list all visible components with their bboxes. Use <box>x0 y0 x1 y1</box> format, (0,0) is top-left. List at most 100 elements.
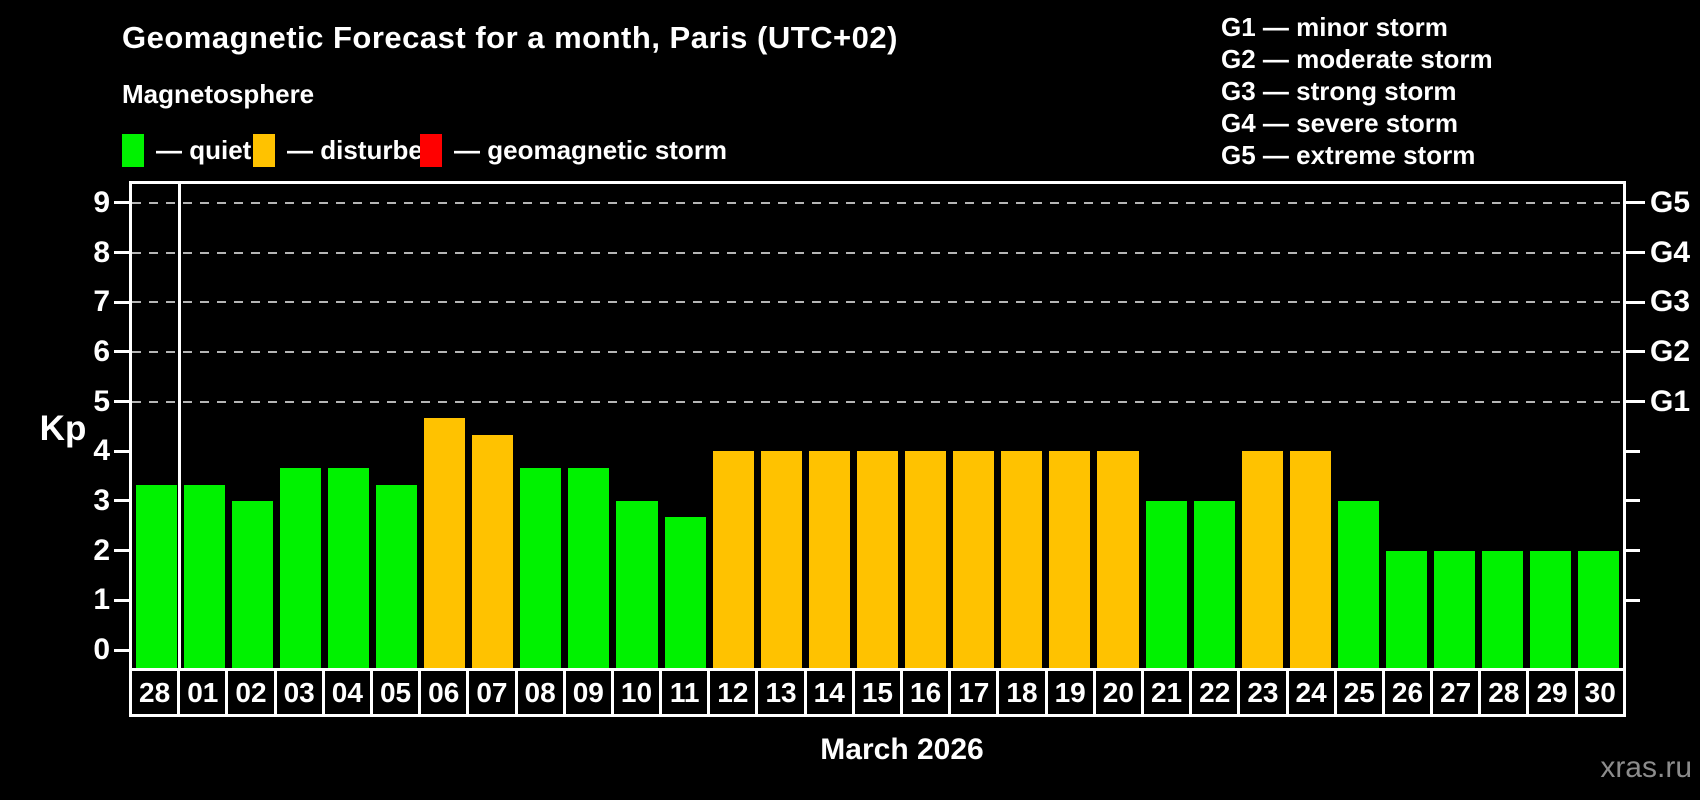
storm-scale-g4: G4 — severe storm <box>1221 108 1459 138</box>
y-tick-left <box>114 449 132 453</box>
kp-bar-day-10 <box>616 500 658 668</box>
kp-bar-day-28 <box>1482 550 1524 668</box>
legend-item-quiet: — quiet <box>122 133 251 167</box>
y-tick-right <box>1626 549 1640 553</box>
day-cell: 19 <box>1048 671 1096 714</box>
kp-bar-day-04 <box>327 467 369 668</box>
y-tick-left <box>114 300 132 304</box>
kp-bar-day-26 <box>1386 550 1428 668</box>
kp-bar-day-06 <box>424 418 466 668</box>
storm-scale-g1: G1 — minor storm <box>1221 12 1448 42</box>
disturbed-swatch-icon <box>253 133 275 167</box>
g-level-label-g5: G5 <box>1650 185 1691 219</box>
y-tick-label: 7 <box>93 285 110 319</box>
day-cell: 09 <box>566 671 614 714</box>
day-cell: 14 <box>807 671 855 714</box>
day-cell: 29 <box>1529 671 1578 714</box>
day-cell: 20 <box>1096 671 1144 714</box>
y-tick-right <box>1626 598 1640 602</box>
page-title: Geomagnetic Forecast for a month, Paris … <box>122 20 898 55</box>
day-cell: 07 <box>469 671 518 714</box>
y-tick-label: 0 <box>93 633 110 666</box>
day-cell: 27 <box>1433 671 1482 714</box>
state-legend: — quiet — disturbed — geomagnetic storm <box>122 133 1022 167</box>
day-cell: 30 <box>1584 676 1616 708</box>
day-cell: 28 <box>1481 671 1530 714</box>
day-cell: 28 <box>132 671 181 714</box>
kp-bar-day-13 <box>760 451 802 668</box>
day-cell: 12 <box>710 671 759 714</box>
quiet-swatch-icon <box>122 133 144 167</box>
storm-scale-g2: G2 — moderate storm <box>1221 44 1493 74</box>
kp-bar-day-17 <box>953 451 995 668</box>
day-cell: 23 <box>1240 671 1289 714</box>
kp-bar-day-08 <box>520 467 562 668</box>
y-tick-left <box>114 648 132 652</box>
kp-bar-day-28 <box>135 484 177 668</box>
day-cell: 16 <box>903 671 952 714</box>
x-axis-title: March 2026 <box>820 733 984 766</box>
g-level-label-g4: G4 <box>1650 235 1691 269</box>
legend-item-storm: — geomagnetic storm <box>420 133 727 167</box>
kp-bar-day-15 <box>856 451 899 668</box>
day-cell: 26 <box>1385 671 1434 714</box>
y-tick-label: 1 <box>93 583 110 617</box>
kp-bar-day-14 <box>808 451 850 668</box>
day-cell: 11 <box>662 671 711 714</box>
gridline-kp5 <box>132 400 1623 403</box>
y-tick-left <box>114 251 132 255</box>
kp-bar-day-24 <box>1289 451 1331 668</box>
day-cell: 03 <box>277 671 325 714</box>
kp-bar-day-30 <box>1578 550 1620 668</box>
kp-bar-day-29 <box>1530 550 1572 668</box>
subtitle-magnetosphere: Magnetosphere <box>122 79 315 109</box>
kp-bar-day-19 <box>1049 451 1091 668</box>
day-cell: 15 <box>855 671 903 714</box>
day-cell: 13 <box>758 671 807 714</box>
kp-bar-day-21 <box>1145 500 1187 668</box>
y-tick-left <box>114 598 132 602</box>
y-tick-label: 4 <box>93 434 110 468</box>
legend-label-quiet: — quiet <box>156 134 252 165</box>
y-axis-title: Kp <box>39 409 87 448</box>
y-tick-left <box>114 350 132 354</box>
day-cell: 01 <box>180 671 229 714</box>
day-cell: 21 <box>1144 671 1193 714</box>
legend-label-storm: — geomagnetic storm <box>454 134 728 165</box>
y-tick-right <box>1626 300 1645 304</box>
storm-scale-legend: G1 — minor storm G2 — moderate storm G3 … <box>1221 11 1493 171</box>
y-tick-label: 2 <box>93 533 110 567</box>
kp-bar-day-23 <box>1241 451 1283 668</box>
day-cell: 25 <box>1337 671 1385 714</box>
y-tick-label: 6 <box>93 334 110 368</box>
kp-bar-day-22 <box>1193 500 1235 668</box>
y-tick-left <box>114 201 132 205</box>
kp-bar-day-01 <box>183 484 225 668</box>
legend-item-disturbed: — disturbed <box>253 133 439 167</box>
day-cell: 02 <box>228 671 277 714</box>
day-cell: 04 <box>325 671 373 714</box>
kp-bar-day-03 <box>279 467 321 668</box>
kp-bar-day-25 <box>1337 500 1379 668</box>
day-cell: 10 <box>614 671 663 714</box>
y-tick-label: 9 <box>93 185 110 219</box>
watermark: xras.ru <box>1600 751 1692 784</box>
kp-bar-day-09 <box>568 467 610 668</box>
legend-label-disturbed: — disturbed <box>287 134 439 165</box>
y-tick-left <box>114 499 132 503</box>
day-cell: 06 <box>421 671 470 714</box>
kp-bar-day-16 <box>905 451 947 668</box>
y-tick-right <box>1626 251 1645 255</box>
day-cell: 05 <box>373 671 422 714</box>
kp-bar-day-05 <box>375 484 418 668</box>
y-tick-label: 8 <box>93 235 110 269</box>
gridline-kp8 <box>132 251 1623 254</box>
storm-swatch-icon <box>420 133 442 167</box>
kp-bar-day-07 <box>472 434 514 668</box>
day-cell: 17 <box>951 671 1000 714</box>
gridline-kp6 <box>132 350 1623 353</box>
y-tick-right <box>1626 400 1645 404</box>
g-level-label-g2: G2 <box>1650 334 1691 368</box>
kp-bar-day-18 <box>1001 451 1043 668</box>
